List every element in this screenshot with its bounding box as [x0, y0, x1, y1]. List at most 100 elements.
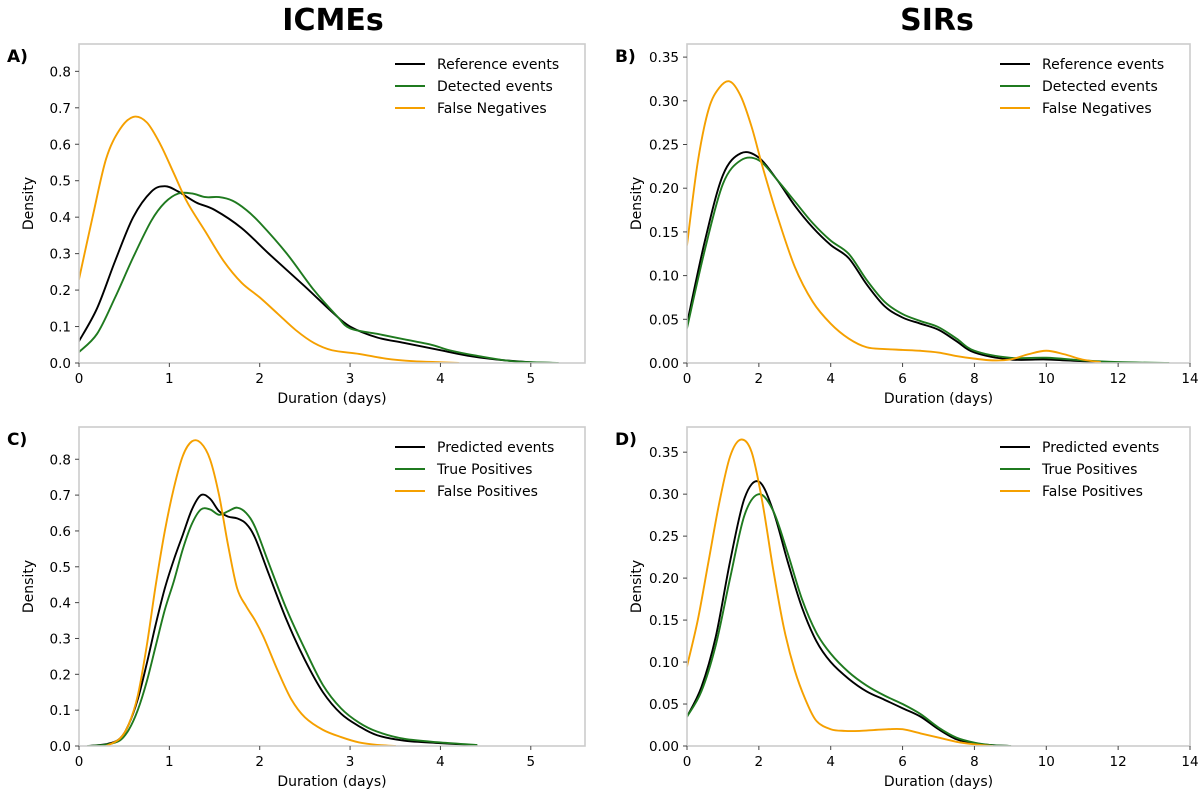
y-tick-label: 0.7	[50, 101, 71, 117]
y-axis-label: Density	[629, 177, 645, 230]
series-line-false-negatives	[687, 80, 1102, 363]
series-group	[687, 438, 1012, 746]
legend-label: False Negatives	[1042, 101, 1152, 117]
legend: Predicted events True Positives False Posi…	[1000, 440, 1159, 500]
y-tick-label: 0.0	[50, 739, 71, 755]
x-tick-label: 2	[755, 754, 764, 770]
x-tick-label: 2	[255, 371, 264, 387]
y-tick-label: 0.5	[50, 560, 71, 576]
legend-label: False Positives	[1042, 484, 1143, 500]
x-tick-label: 0	[75, 754, 84, 770]
x-tick-label: 3	[346, 371, 355, 387]
plot-frame	[78, 43, 586, 364]
y-axis-label: Density	[629, 560, 645, 613]
x-axis-label: Duration (days)	[277, 391, 386, 407]
x-tick-label: 4	[436, 754, 445, 770]
x-tick-label: 10	[1038, 371, 1055, 387]
column-title-icmes: ICMEs	[282, 3, 383, 38]
x-tick-label: 8	[970, 754, 979, 770]
y-tick-label: 0.3	[50, 247, 71, 263]
legend-label: True Positives	[436, 462, 532, 478]
x-tick-label: 6	[898, 371, 907, 387]
y-tick-label: 0.00	[649, 356, 679, 372]
y-tick-label: 0.00	[649, 739, 679, 755]
y-tick-label: 0.35	[649, 50, 679, 66]
x-tick-label: 14	[1181, 754, 1198, 770]
y-tick-label: 0.30	[649, 487, 679, 503]
series-line-reference-events	[687, 151, 1170, 363]
x-axis-label: Duration (days)	[884, 774, 993, 790]
x-tick-label: 0	[683, 371, 692, 387]
series-line-reference-events	[79, 185, 559, 363]
x-tick-label: 1	[165, 371, 174, 387]
series-group	[79, 115, 559, 363]
y-axis-label: Density	[21, 177, 37, 230]
y-tick-label: 0.30	[649, 94, 679, 110]
series-line-false-positives	[687, 438, 994, 746]
y-tick-label: 0.4	[50, 210, 71, 226]
plot-frame	[686, 43, 1191, 364]
x-tick-label: 5	[526, 754, 535, 770]
x-tick-label: 1	[165, 754, 174, 770]
y-tick-label: 0.5	[50, 174, 71, 190]
y-tick-label: 0.20	[649, 571, 679, 587]
x-axis-label: Duration (days)	[277, 774, 386, 790]
series-line-predicted-events	[87, 493, 478, 746]
y-tick-label: 0.25	[649, 529, 679, 545]
panel-label: B)	[615, 47, 636, 67]
series-group	[687, 80, 1170, 363]
panel-a: A) 0 1 2 3 4 5 0.0 0.1 0.2 0.3 0.4 0.5 0.6 0.7 0.8 Durat…	[7, 43, 586, 407]
x-tick-label: 2	[255, 754, 264, 770]
panel-label: A)	[7, 47, 28, 67]
legend-label: Detected events	[437, 79, 553, 95]
y-tick-label: 0.6	[50, 137, 71, 153]
series-line-detected-events	[79, 191, 559, 363]
y-tick-label: 0.0	[50, 356, 71, 372]
y-tick-label: 0.10	[649, 269, 679, 285]
x-tick-label: 4	[826, 754, 835, 770]
x-tick-label: 6	[898, 754, 907, 770]
y-tick-label: 0.4	[50, 596, 71, 612]
x-tick-label: 0	[75, 371, 84, 387]
x-tick-label: 10	[1038, 754, 1055, 770]
x-tick-label: 4	[826, 371, 835, 387]
panel-label: C)	[7, 430, 27, 450]
x-tick-label: 4	[436, 371, 445, 387]
y-tick-label: 0.2	[50, 283, 71, 299]
series-line-detected-events	[687, 156, 1170, 363]
series-group	[87, 439, 478, 746]
legend-label: Detected events	[1042, 79, 1158, 95]
legend-label: False Negatives	[437, 101, 547, 117]
legend-label: Predicted events	[1042, 440, 1159, 456]
panel-label: D)	[615, 430, 637, 450]
y-tick-label: 0.25	[649, 138, 679, 154]
x-tick-label: 12	[1110, 371, 1127, 387]
series-line-true-positives	[87, 506, 478, 746]
x-tick-label: 12	[1110, 754, 1127, 770]
legend-label: Reference events	[1042, 57, 1164, 73]
y-tick-label: 0.8	[50, 64, 71, 80]
y-tick-label: 0.6	[50, 524, 71, 540]
legend-label: False Positives	[437, 484, 538, 500]
legend-label: Reference events	[437, 57, 559, 73]
panel-b: B) 0 2 4 6 8 10 12 14 0.00 0.05 0.10 0.15 0.20 0.25 0.3…	[615, 43, 1199, 407]
y-tick-label: 0.35	[649, 445, 679, 461]
y-tick-label: 0.05	[649, 697, 679, 713]
series-line-false-positives	[105, 439, 397, 746]
column-title-sirs: SIRs	[900, 3, 974, 38]
y-tick-label: 0.1	[50, 703, 71, 719]
series-line-true-positives	[687, 493, 1012, 746]
x-tick-label: 5	[526, 371, 535, 387]
y-tick-label: 0.8	[50, 452, 71, 468]
plot-frame	[686, 426, 1191, 747]
y-tick-label: 0.15	[649, 613, 679, 629]
x-tick-label: 3	[346, 754, 355, 770]
y-tick-label: 0.10	[649, 655, 679, 671]
y-tick-label: 0.20	[649, 181, 679, 197]
y-axis-label: Density	[21, 560, 37, 613]
legend: Reference events Detected events False Neg…	[395, 57, 559, 117]
x-tick-label: 8	[970, 371, 979, 387]
y-tick-label: 0.1	[50, 320, 71, 336]
x-tick-label: 14	[1181, 371, 1198, 387]
